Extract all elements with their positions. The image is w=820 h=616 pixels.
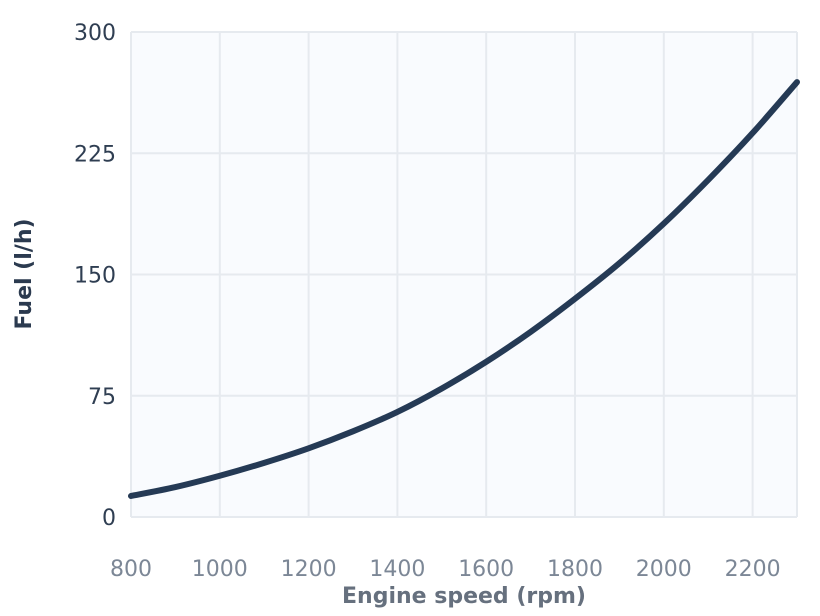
x-tick-label: 1000 <box>192 557 248 582</box>
x-tick-label: 2000 <box>636 557 692 582</box>
x-tick-label: 1800 <box>547 557 603 582</box>
x-tick-label: 800 <box>110 557 152 582</box>
y-axis-title: Fuel (l/h) <box>12 218 37 329</box>
y-axis-ticks: 0 75 150 225 300 <box>74 21 116 531</box>
series-group <box>128 79 800 499</box>
grid-lines <box>130 31 798 518</box>
y-tick-label: 150 <box>74 264 116 289</box>
x-tick-label: 1400 <box>369 557 425 582</box>
x-tick-label: 2200 <box>725 557 781 582</box>
x-axis-ticks: 800 1000 1200 1400 1600 1800 2000 2200 <box>110 557 781 582</box>
series-line <box>128 79 800 499</box>
y-tick-label: 225 <box>74 142 116 167</box>
y-tick-label: 0 <box>102 506 116 531</box>
y-tick-label: 75 <box>88 385 116 410</box>
y-tick-label: 300 <box>74 21 116 46</box>
x-tick-label: 1600 <box>458 557 514 582</box>
x-axis-title: Engine speed (rpm) <box>342 584 586 609</box>
x-tick-label: 1200 <box>281 557 337 582</box>
